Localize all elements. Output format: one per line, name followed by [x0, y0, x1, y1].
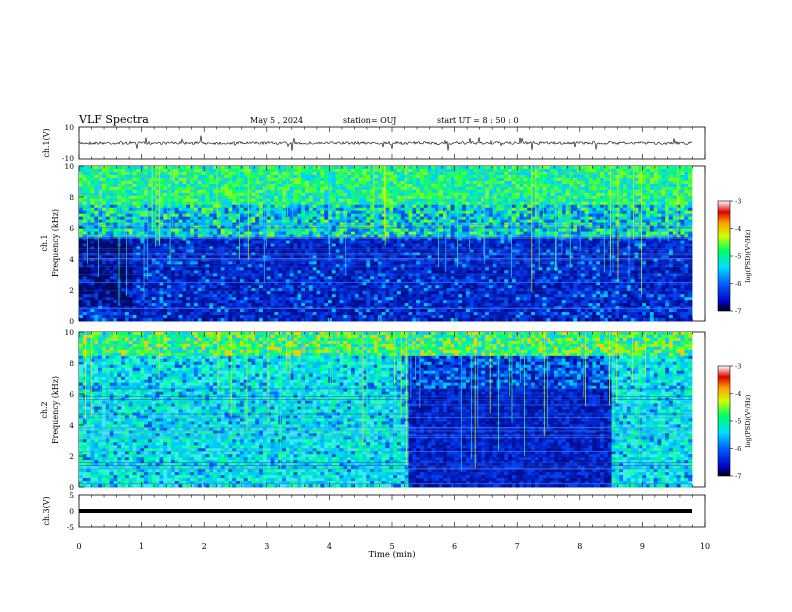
spec-ytick-label: 0: [69, 317, 74, 326]
colorbar-tick-label: -3: [735, 198, 741, 206]
spec-ytick-label: 2: [69, 452, 74, 461]
ch1-colorbar-label: log(PSD)(V²/Hz): [744, 229, 752, 282]
colorbar-tick-label: -6: [735, 445, 741, 453]
vlf-figure: VLF Spectra May 5 , 2024 station= OUJ st…: [0, 0, 792, 612]
spec-ytick-label: 8: [69, 359, 74, 368]
spec-ytick-label: 6: [69, 390, 74, 399]
colorbar-tick-label: -4: [735, 390, 741, 398]
ch3-ytick-mid: 0: [69, 507, 74, 516]
colorbar-tick-label: -5: [735, 418, 741, 426]
time-tick-label: 4: [327, 542, 332, 551]
ch2-colorbar-ticks: -3 -4 -5 -6 -7: [730, 363, 741, 481]
start-time-label: start UT = 8 : 50 : 0: [437, 116, 518, 125]
spec-ytick-label: 4: [69, 255, 74, 264]
spec-ytick-label: 6: [69, 224, 74, 233]
ch1-colorbar-ticks: -3 -4 -5 -6 -7: [730, 198, 741, 316]
ch3-ytick-bottom: -5: [67, 523, 75, 532]
ch2-colorbar: -3 -4 -5 -6 -7 log(PSD)(V²/Hz): [718, 363, 752, 481]
figure-title: VLF Spectra: [78, 113, 149, 126]
date-label: May 5 , 2024: [250, 116, 303, 125]
colorbar-tick-label: -7: [735, 308, 741, 316]
time-tick-label: 0: [76, 542, 81, 551]
colorbar-tick-label: -5: [735, 253, 741, 261]
ch1-spec-ylabel-frequency: Frequency (kHz): [51, 209, 60, 277]
ch1-spectrogram-panel: ch.1 Frequency (kHz) 0 2 4 6 8 10: [40, 162, 705, 326]
time-tick-label: 3: [264, 542, 269, 551]
time-tick-label: 2: [202, 542, 207, 551]
time-tick-label: 8: [577, 542, 582, 551]
ch2-spectrogram-image: [79, 332, 692, 487]
time-tick-label: 7: [515, 542, 520, 551]
time-tick-label: 9: [640, 542, 645, 551]
station-label: station= OUJ: [343, 116, 396, 125]
ch3-ylabel: ch.3(V): [42, 496, 51, 525]
ch1-ytick-top: 10: [64, 123, 74, 132]
ch2-spec-ylabel-channel: ch.2: [40, 401, 49, 418]
colorbar-tick-label: -7: [735, 473, 741, 481]
spec-ytick-label: 2: [69, 286, 74, 295]
time-tick-label: 1: [139, 542, 144, 551]
spec-ytick-label: 4: [69, 421, 74, 430]
time-axis-label: Time (min): [368, 549, 415, 560]
time-tick-label: 6: [452, 542, 457, 551]
ch2-colorbar-label: log(PSD)(V²/Hz): [744, 394, 752, 447]
spec-ytick-label: 10: [64, 162, 74, 171]
ch1-ylabel: ch.1(V): [42, 128, 51, 157]
ch1-colorbar: -3 -4 -5 -6 -7 log(PSD)(V²/Hz): [718, 198, 752, 316]
ch1-spectrogram-image: [79, 166, 692, 321]
ch2-spec-ylabel-frequency: Frequency (kHz): [51, 376, 60, 444]
colorbar-tick-label: -3: [735, 363, 741, 371]
time-tick-label: 10: [700, 542, 710, 551]
ch3-ytick-top: 5: [69, 491, 74, 500]
colorbar-tick-label: -4: [735, 225, 741, 233]
ch1-spec-ylabel-channel: ch.1: [40, 234, 49, 251]
spec-ytick-label: 10: [64, 328, 74, 337]
spec-ytick-label: 8: [69, 193, 74, 202]
colorbar-tick-label: -6: [735, 280, 741, 288]
